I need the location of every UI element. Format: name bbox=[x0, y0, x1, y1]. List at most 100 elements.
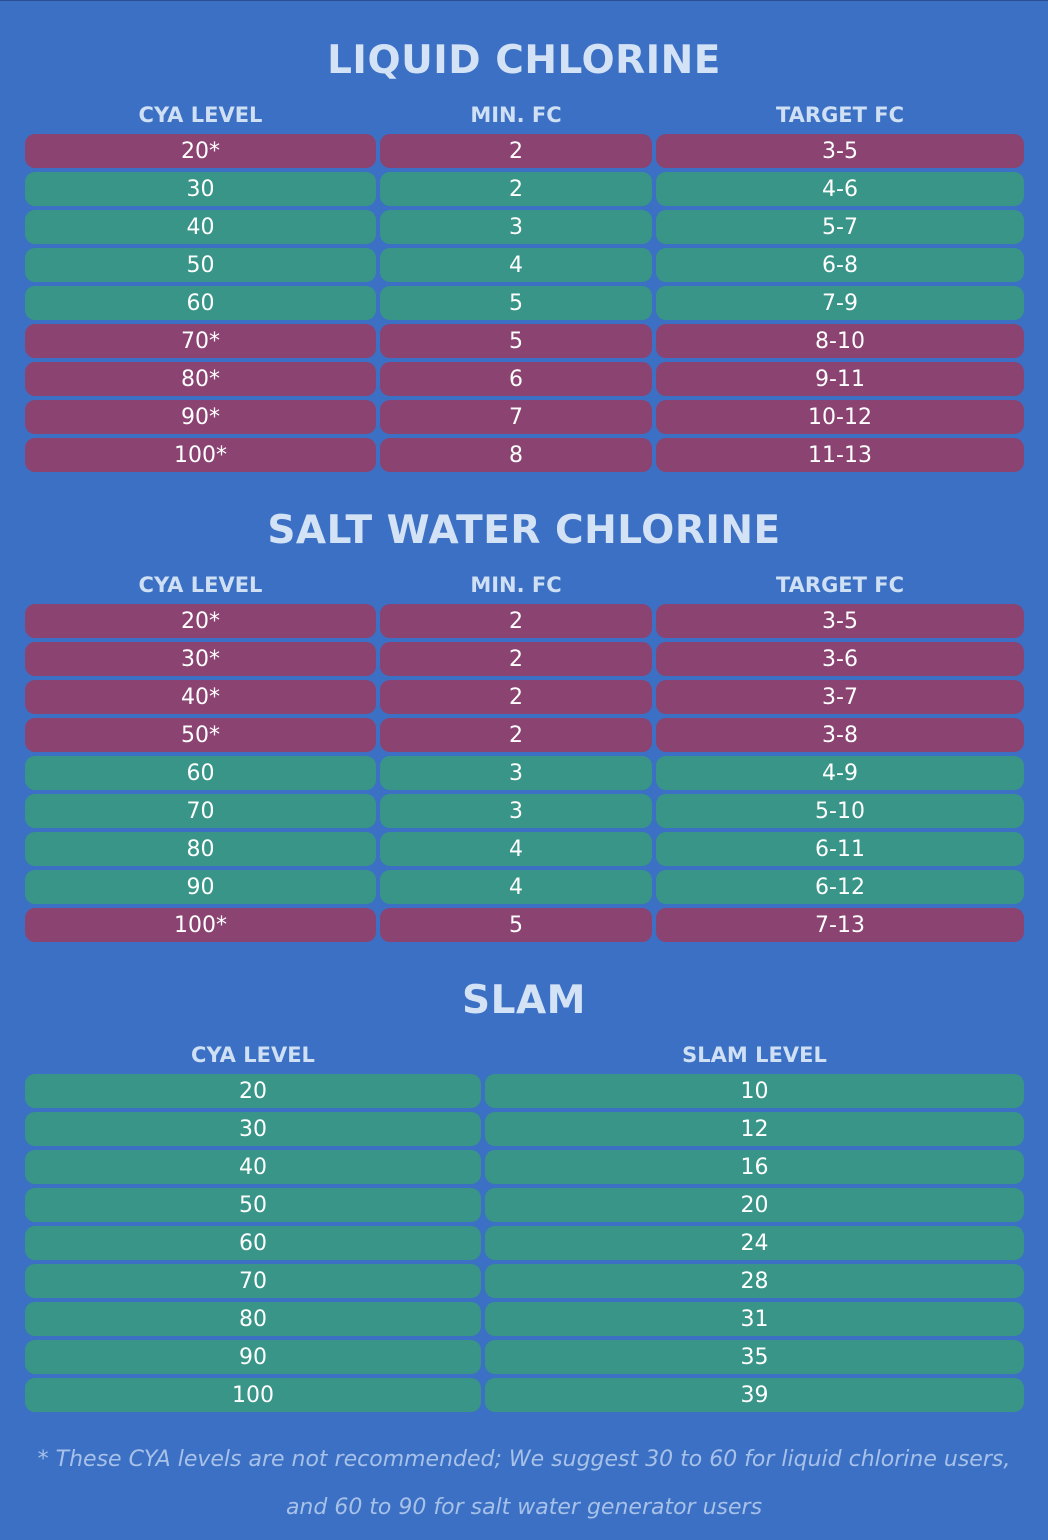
cya-level-cell: 20* bbox=[25, 134, 376, 168]
table-row: 40* 2 3-7 bbox=[25, 680, 1024, 714]
cya-level-cell: 70* bbox=[25, 324, 376, 358]
target-fc-cell: 4-6 bbox=[656, 172, 1024, 206]
table-row: 90* 7 10-12 bbox=[25, 400, 1024, 434]
target-fc-cell: 3-5 bbox=[656, 604, 1024, 638]
cya-level-cell: 60 bbox=[25, 1226, 481, 1260]
min-fc-cell: 7 bbox=[380, 400, 652, 434]
cya-level-cell: 20* bbox=[25, 604, 376, 638]
header-cya-level: CYA LEVEL bbox=[138, 573, 263, 597]
table-row: 100* 5 7-13 bbox=[25, 908, 1024, 942]
table-row: 40 3 5-7 bbox=[25, 210, 1024, 244]
cya-level-cell: 60 bbox=[25, 286, 376, 320]
target-fc-cell: 8-10 bbox=[656, 324, 1024, 358]
cya-level-cell: 30 bbox=[25, 1112, 481, 1146]
cya-level-cell: 80 bbox=[25, 832, 376, 866]
liquid-chlorine-table: CYA LEVEL MIN. FC TARGET FC 20* 2 3-5 30 2 4-… bbox=[25, 96, 1024, 476]
header-target-fc: TARGET FC bbox=[775, 103, 905, 127]
cya-level-cell: 60 bbox=[25, 756, 376, 790]
slam-table: CYA LEVEL SLAM LEVEL 20 10 30 12 40 16 50 20 60 2… bbox=[25, 1036, 1024, 1416]
target-fc-cell: 10-12 bbox=[656, 400, 1024, 434]
target-fc-cell: 5-7 bbox=[656, 210, 1024, 244]
header-cya-level: CYA LEVEL bbox=[138, 103, 263, 127]
cya-level-cell: 50 bbox=[25, 248, 376, 282]
header-slam-level: SLAM LEVEL bbox=[682, 1043, 827, 1067]
target-fc-cell: 3-6 bbox=[656, 642, 1024, 676]
salt-water-chlorine-rows: 20* 2 3-5 30* 2 3-6 40* 2 3-7 50* 2 3-8 60 3 4-9 70 3 5-1… bbox=[25, 604, 1024, 942]
salt-water-chlorine-title: SALT WATER CHLORINE bbox=[267, 508, 781, 553]
table-row: 60 3 4-9 bbox=[25, 756, 1024, 790]
slam-level-cell: 10 bbox=[485, 1074, 1024, 1108]
cya-level-cell: 100* bbox=[25, 438, 376, 472]
table-row: 80 4 6-11 bbox=[25, 832, 1024, 866]
footnote: * These CYA levels are not recommended; … bbox=[37, 1447, 1011, 1520]
table-header-row: CYA LEVEL SLAM LEVEL bbox=[25, 1036, 1024, 1074]
table-row: 90 4 6-12 bbox=[25, 870, 1024, 904]
min-fc-cell: 2 bbox=[380, 134, 652, 168]
table-row: 40 16 bbox=[25, 1150, 1024, 1184]
slam-level-cell: 24 bbox=[485, 1226, 1024, 1260]
cya-level-cell: 40 bbox=[25, 210, 376, 244]
table-row: 30 2 4-6 bbox=[25, 172, 1024, 206]
min-fc-cell: 5 bbox=[380, 908, 652, 942]
min-fc-cell: 2 bbox=[380, 718, 652, 752]
header-min-fc: MIN. FC bbox=[470, 573, 562, 597]
table-row: 70 28 bbox=[25, 1264, 1024, 1298]
table-row: 30 12 bbox=[25, 1112, 1024, 1146]
slam-level-cell: 31 bbox=[485, 1302, 1024, 1336]
cya-level-cell: 100* bbox=[25, 908, 376, 942]
slam-rows: 20 10 30 12 40 16 50 20 60 24 70 28 80 31 90 35 100 39 bbox=[25, 1074, 1024, 1412]
cya-level-cell: 70 bbox=[25, 1264, 481, 1298]
target-fc-cell: 6-12 bbox=[656, 870, 1024, 904]
table-header-row: CYA LEVEL MIN. FC TARGET FC bbox=[25, 96, 1024, 134]
table-row: 70* 5 8-10 bbox=[25, 324, 1024, 358]
min-fc-cell: 6 bbox=[380, 362, 652, 396]
cya-level-cell: 100 bbox=[25, 1378, 481, 1412]
table-row: 80 31 bbox=[25, 1302, 1024, 1336]
header-cya-level: CYA LEVEL bbox=[191, 1043, 315, 1067]
min-fc-cell: 3 bbox=[380, 794, 652, 828]
min-fc-cell: 3 bbox=[380, 210, 652, 244]
table-row: 50* 2 3-8 bbox=[25, 718, 1024, 752]
min-fc-cell: 8 bbox=[380, 438, 652, 472]
table-row: 90 35 bbox=[25, 1340, 1024, 1374]
min-fc-cell: 4 bbox=[380, 248, 652, 282]
min-fc-cell: 2 bbox=[380, 604, 652, 638]
liquid-chlorine-rows: 20* 2 3-5 30 2 4-6 40 3 5-7 50 4 6-8 60 5 7-9 70* 5 8-10 8… bbox=[25, 134, 1024, 472]
min-fc-cell: 4 bbox=[380, 832, 652, 866]
target-fc-cell: 6-11 bbox=[656, 832, 1024, 866]
table-row: 50 4 6-8 bbox=[25, 248, 1024, 282]
table-row: 20* 2 3-5 bbox=[25, 604, 1024, 638]
header-min-fc: MIN. FC bbox=[470, 103, 562, 127]
slam-level-cell: 28 bbox=[485, 1264, 1024, 1298]
slam-level-cell: 35 bbox=[485, 1340, 1024, 1374]
min-fc-cell: 4 bbox=[380, 870, 652, 904]
table-row: 20 10 bbox=[25, 1074, 1024, 1108]
min-fc-cell: 2 bbox=[380, 172, 652, 206]
target-fc-cell: 7-13 bbox=[656, 908, 1024, 942]
cya-level-cell: 30* bbox=[25, 642, 376, 676]
target-fc-cell: 9-11 bbox=[656, 362, 1024, 396]
slam-level-cell: 12 bbox=[485, 1112, 1024, 1146]
min-fc-cell: 2 bbox=[380, 642, 652, 676]
salt-water-chlorine-table: CYA LEVEL MIN. FC TARGET FC 20* 2 3-5 30* 2 3… bbox=[25, 566, 1024, 946]
cya-level-cell: 30 bbox=[25, 172, 376, 206]
table-row: 100 39 bbox=[25, 1378, 1024, 1412]
cya-level-cell: 90 bbox=[25, 870, 376, 904]
min-fc-cell: 5 bbox=[380, 324, 652, 358]
target-fc-cell: 3-7 bbox=[656, 680, 1024, 714]
table-row: 60 5 7-9 bbox=[25, 286, 1024, 320]
slam-level-cell: 20 bbox=[485, 1188, 1024, 1222]
target-fc-cell: 6-8 bbox=[656, 248, 1024, 282]
target-fc-cell: 5-10 bbox=[656, 794, 1024, 828]
min-fc-cell: 3 bbox=[380, 756, 652, 790]
target-fc-cell: 3-8 bbox=[656, 718, 1024, 752]
table-row: 50 20 bbox=[25, 1188, 1024, 1222]
table-row: 70 3 5-10 bbox=[25, 794, 1024, 828]
target-fc-cell: 7-9 bbox=[656, 286, 1024, 320]
slam-level-cell: 16 bbox=[485, 1150, 1024, 1184]
slam-level-cell: 39 bbox=[485, 1378, 1024, 1412]
cya-level-cell: 50 bbox=[25, 1188, 481, 1222]
cya-level-cell: 70 bbox=[25, 794, 376, 828]
min-fc-cell: 2 bbox=[380, 680, 652, 714]
